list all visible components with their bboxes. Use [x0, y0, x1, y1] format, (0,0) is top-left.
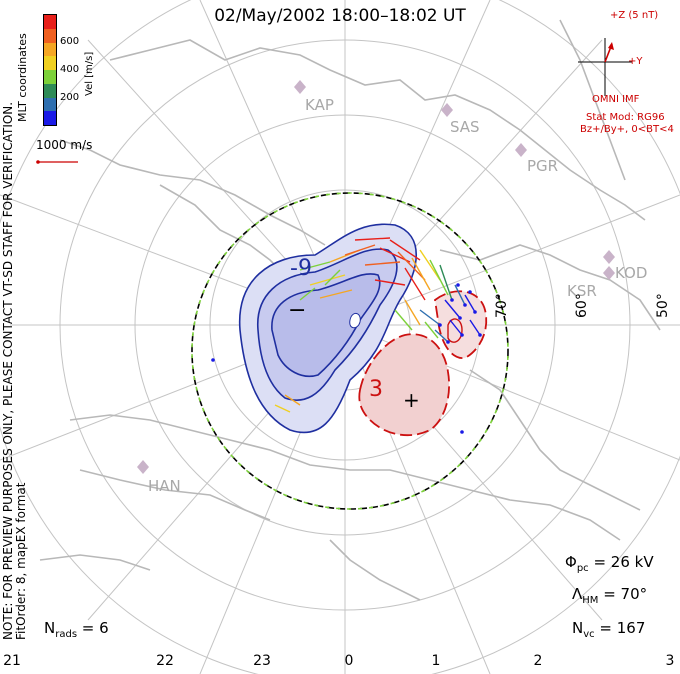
latitude-label-70: 70° [494, 293, 510, 318]
fit-order-line: FitOrder: 8, mapEX format [14, 482, 28, 640]
colorbar-swatch [44, 42, 56, 57]
velocity-vectors [274, 237, 481, 413]
mlt-hour-21: 21 [3, 653, 21, 669]
n-rads-value: 6 [99, 619, 109, 637]
mlt-hour-22: 22 [156, 653, 174, 669]
mlt-hour-2: 2 [533, 653, 543, 669]
imf-clock-dial [578, 38, 632, 96]
station-han: HAN [148, 477, 181, 495]
colorbar-swatch [44, 111, 56, 125]
radar-count: Nrads = 6 [44, 619, 109, 640]
imf-source: OMNI IMF [592, 94, 640, 105]
lambda-hm-value: 70° [620, 585, 648, 603]
phi-pc-value: 26 kV [610, 553, 654, 571]
hmb-latitude: ΛHM = 70° [572, 585, 648, 606]
n-vc-value: 167 [616, 619, 646, 637]
contour-label-positive: 3 [369, 377, 383, 402]
imf-z-label: +Z (5 nT) [610, 10, 659, 21]
colorbar-swatch [44, 97, 56, 112]
colorbar-swatch [44, 15, 56, 29]
vector-count: Nvc = 167 [572, 619, 646, 640]
colorbar-tick: 200 [60, 92, 80, 103]
colorbar-tick: 600 [60, 36, 80, 47]
hmb-green-dashes [191, 192, 509, 510]
imf-y-label: +Y [628, 56, 643, 67]
vector-scale-label: 1000 m/s [36, 138, 93, 152]
vector-origin-dots [211, 283, 482, 434]
preview-note: NOTE: FOR PREVIEW PURPOSES ONLY, PLEASE … [1, 102, 28, 640]
colorbar-unit-label: Vel [m/s] [84, 51, 95, 96]
map-title: 02/May/2002 18:00–18:02 UT [214, 6, 466, 26]
station-markers [137, 80, 615, 474]
vector-scale-dot [36, 160, 40, 164]
negative-potential-cell [238, 223, 417, 434]
station-kod: KOD [615, 264, 648, 282]
mlt-hour-23: 23 [253, 653, 271, 669]
colorbar [43, 14, 57, 126]
station-kap: KAP [305, 96, 334, 114]
coastlines [39, 19, 661, 601]
mlt-hour-1: 1 [431, 653, 441, 669]
station-ksr: KSR [567, 282, 597, 300]
contour-label-negative: -9 [290, 256, 312, 281]
latitude-label-60: 60° [574, 293, 590, 318]
imf-bin: Bz+/By+, 0<BT<4 [580, 124, 674, 135]
colorbar-tick: 400 [60, 64, 80, 75]
potential-minimum-marker: − [288, 298, 307, 323]
cross-polar-potential: Φpc = 26 kV [565, 553, 654, 574]
potential-maximum-marker: + [403, 388, 420, 412]
mlt-hour-0: 0 [344, 653, 354, 669]
station-pgr: PGR [527, 157, 559, 175]
latitude-label-50: 50° [655, 293, 671, 318]
colorbar-swatch [44, 28, 56, 43]
mlt-hour-3: 3 [665, 653, 675, 669]
colorbar-swatch [44, 70, 56, 84]
station-sas: SAS [450, 118, 480, 136]
imf-model: Stat Mod: RG96 [586, 112, 665, 123]
colorbar-swatch [44, 83, 56, 98]
colorbar-swatch [44, 56, 56, 70]
